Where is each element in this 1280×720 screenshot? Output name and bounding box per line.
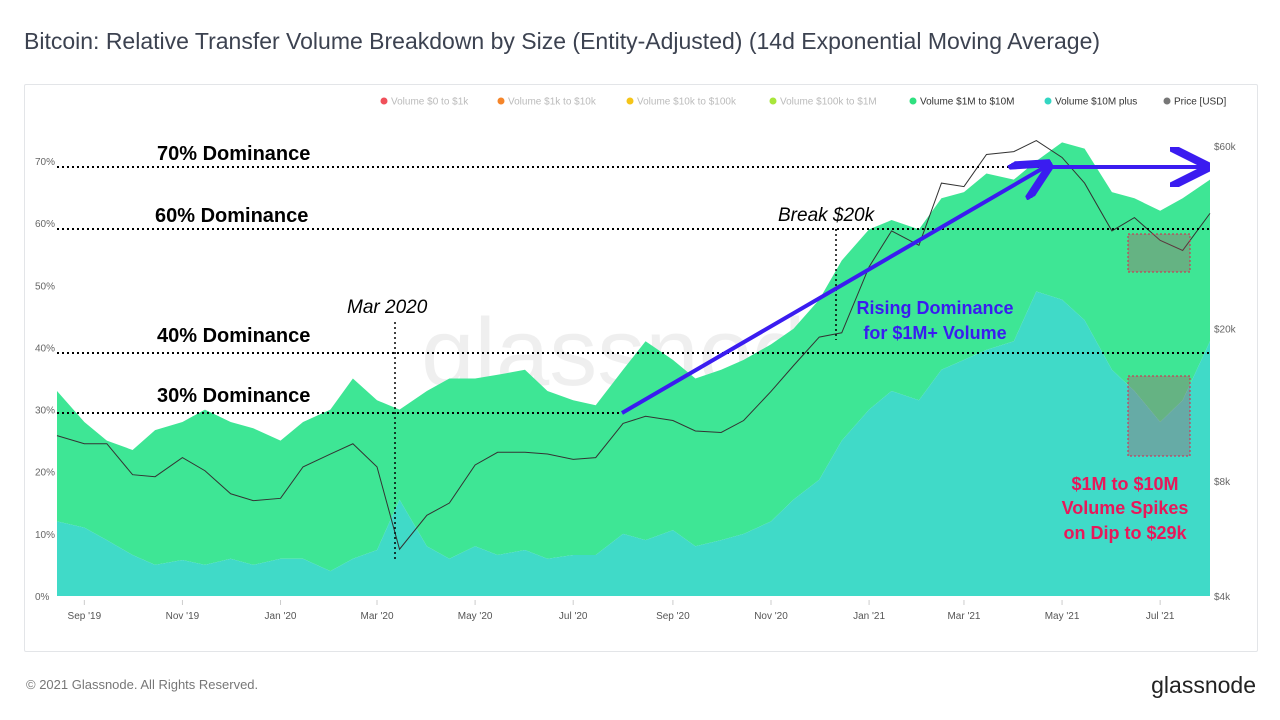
legend-marker xyxy=(769,97,777,105)
legend-marker xyxy=(380,97,388,105)
legend-item: Volume $10k to $100k xyxy=(637,97,737,108)
y-tick-left: 20% xyxy=(35,468,55,479)
y-tick-right: $8k xyxy=(1214,477,1231,488)
x-tick-label: Sep '19 xyxy=(68,611,102,622)
rising-label-2: for $1M+ Volume xyxy=(863,323,1006,343)
y-tick-left: 30% xyxy=(35,406,55,417)
brand-logo: glassnode xyxy=(1151,672,1256,698)
x-tick-label: May '21 xyxy=(1045,611,1080,622)
y-tick-left: 40% xyxy=(35,343,55,354)
y-tick-left: 60% xyxy=(35,219,55,230)
mar2020-label: Mar 2020 xyxy=(347,297,428,318)
x-tick-label: Sep '20 xyxy=(656,611,690,622)
y-tick-left: 50% xyxy=(35,281,55,292)
break20k-label: Break $20k xyxy=(778,205,876,226)
spike-label-2: Volume Spikes xyxy=(1062,498,1189,518)
chart-frame xyxy=(24,84,1258,652)
legend-marker xyxy=(1163,97,1171,105)
y-tick-left: 70% xyxy=(35,157,55,168)
chart-title: Bitcoin: Relative Transfer Volume Breakd… xyxy=(24,28,1101,54)
y-tick-left: 0% xyxy=(35,592,50,603)
dominance-70-label: 70% Dominance xyxy=(157,143,310,165)
x-tick-label: Jan '20 xyxy=(265,611,297,622)
x-tick-label: Jan '21 xyxy=(853,611,885,622)
x-tick-label: Nov '20 xyxy=(754,611,788,622)
legend-item: Volume $100k to $1M xyxy=(780,97,877,108)
y-tick-left: 10% xyxy=(35,530,55,541)
legend-item: Volume $1M to $10M xyxy=(920,97,1015,108)
spike-label-3: on Dip to $29k xyxy=(1063,523,1187,543)
area-volume-1m-to-10m xyxy=(57,142,1210,572)
rising-arrow xyxy=(620,167,1045,415)
legend-item: Volume $1k to $10k xyxy=(508,97,597,108)
x-tick-label: May '20 xyxy=(458,611,493,622)
price-dip-box xyxy=(1127,233,1191,273)
area-volume-10m-plus xyxy=(57,291,1210,596)
legend-item: Volume $0 to $1k xyxy=(391,97,469,108)
x-tick-label: Mar '21 xyxy=(947,611,980,622)
dominance-30-label: 30% Dominance xyxy=(157,385,310,407)
spike-label-1: $1M to $10M xyxy=(1071,474,1178,494)
legend-marker xyxy=(1044,97,1052,105)
y-tick-right: $20k xyxy=(1214,325,1237,336)
legend-item: Price [USD] xyxy=(1174,97,1226,108)
rising-label-1: Rising Dominance xyxy=(856,298,1013,318)
price-line xyxy=(56,139,1211,551)
y-tick-right: $60k xyxy=(1214,142,1237,153)
dominance-40-label: 40% Dominance xyxy=(157,325,310,347)
copyright: © 2021 Glassnode. All Rights Reserved. xyxy=(26,677,259,692)
x-tick-label: Mar '20 xyxy=(360,611,393,622)
legend-marker xyxy=(497,97,505,105)
y-tick-right: $4k xyxy=(1214,592,1231,603)
legend-marker xyxy=(626,97,634,105)
dominance-60-label: 60% Dominance xyxy=(155,205,308,227)
legend-marker xyxy=(909,97,917,105)
x-tick-label: Jul '20 xyxy=(559,611,588,622)
volume-spike-box xyxy=(1127,375,1191,457)
legend-item: Volume $10M plus xyxy=(1055,97,1137,108)
x-tick-label: Nov '19 xyxy=(166,611,200,622)
x-tick-label: Jul '21 xyxy=(1146,611,1175,622)
